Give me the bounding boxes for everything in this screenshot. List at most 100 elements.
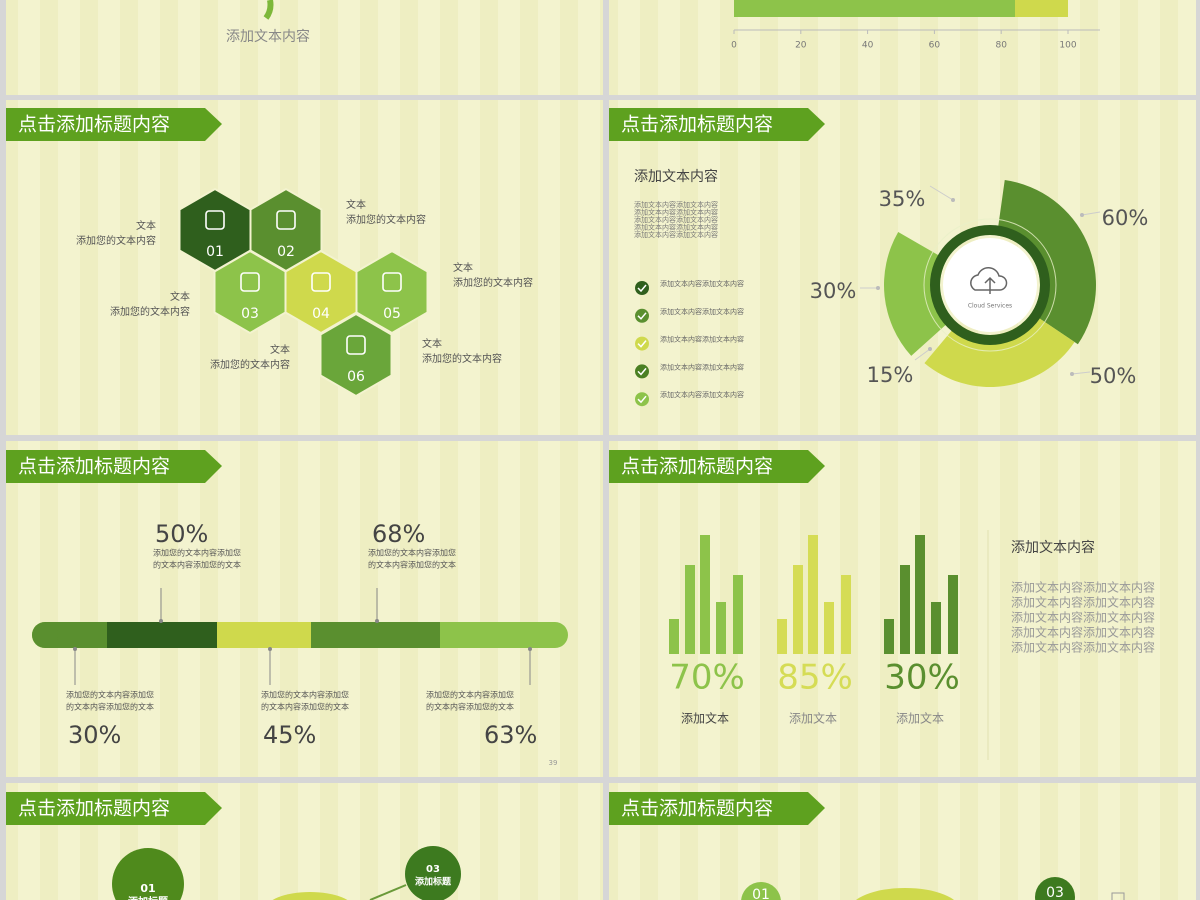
text: 68% — [372, 520, 425, 548]
text: 点击添加标题内容 — [621, 456, 773, 478]
text: 文本 — [136, 219, 156, 232]
decor-bar — [669, 619, 679, 654]
text: 的文本内容添加您的文本 — [261, 702, 349, 712]
hex-icon — [276, 210, 296, 230]
text: 添加文本内容添加文本内容 — [1011, 640, 1155, 655]
decor-bar — [685, 565, 695, 654]
text: 添加您的文本内容 — [76, 234, 156, 247]
timeline-segment — [107, 622, 217, 648]
text: 40 — [862, 41, 874, 51]
decor-bar — [808, 535, 818, 654]
decor-bar — [841, 575, 851, 654]
text: 文本 — [422, 337, 442, 350]
text: 03 — [426, 864, 440, 875]
decor-bar — [931, 602, 941, 654]
text: 01 — [140, 882, 155, 895]
text: 文本 — [270, 343, 290, 356]
check-dot — [635, 308, 649, 323]
decor-blob — [272, 892, 348, 900]
text: 文本 — [170, 290, 190, 303]
text: 添加您的文本内容 — [210, 358, 290, 371]
donut-segment — [996, 180, 1096, 345]
badge — [405, 846, 461, 900]
text: 添加您的文本内容 — [453, 276, 533, 289]
text: 30% — [884, 658, 960, 698]
pointer-dot — [375, 619, 379, 623]
text: 45% — [263, 721, 316, 749]
title-banner — [6, 792, 222, 825]
badge — [112, 848, 184, 900]
check-mark — [637, 395, 647, 404]
text: 添加文本内容添加文本内容 — [1011, 610, 1155, 625]
leader-dot — [1080, 213, 1084, 217]
text: 点击添加标题内容 — [18, 798, 170, 820]
leader-dot — [928, 347, 932, 351]
title-banner — [6, 108, 222, 141]
text: 添加文本内容添加文本内容 — [634, 208, 718, 217]
text: 点击添加标题内容 — [621, 798, 773, 820]
timeline-segment — [217, 622, 311, 648]
text: 50% — [1090, 364, 1137, 388]
text: 的文本内容添加您的文本 — [368, 560, 456, 570]
text: 添加文本内容添加文本内容 — [660, 307, 744, 316]
pointer-dot — [268, 647, 272, 651]
text: 添加您的文本内容添加您 — [368, 548, 456, 558]
text: 0 — [731, 41, 737, 51]
text: 添加您的文本内容添加您 — [261, 690, 349, 700]
decor-stroke — [263, 0, 274, 20]
text: 100 — [1059, 41, 1076, 51]
timeline-cap — [32, 622, 58, 648]
text: 添加您的文本内容添加您 — [426, 690, 514, 700]
hex-icon — [311, 272, 331, 292]
text: 15% — [867, 363, 914, 387]
text: 30% — [810, 279, 857, 303]
text: 01 — [752, 887, 770, 900]
ring — [930, 225, 1050, 345]
check-mark — [637, 367, 647, 376]
leader-dot — [951, 198, 955, 202]
text: 添加标题 — [128, 895, 169, 900]
text: 02 — [277, 244, 295, 260]
leader — [1071, 371, 1091, 375]
text: 添加您的文本内容 — [110, 305, 190, 318]
check-mark — [637, 312, 647, 320]
text: 添加您的文本内容 — [346, 213, 426, 226]
text: 添加文本内容添加文本内容 — [634, 200, 718, 209]
check-dot — [635, 392, 649, 407]
text: 80 — [995, 41, 1007, 51]
hex-icon — [205, 210, 225, 230]
hex-icon — [346, 335, 366, 355]
text: 35% — [879, 187, 926, 211]
leader-dot — [876, 286, 880, 290]
text: 04 — [312, 306, 330, 322]
leader — [1081, 211, 1101, 216]
title-banner — [609, 450, 825, 483]
text: 的文本内容添加您的文本 — [426, 702, 514, 712]
slide — [6, 441, 603, 777]
text: 添加文本内容添加文本内容 — [660, 335, 744, 344]
text: 70% — [669, 658, 745, 698]
text: 的文本内容添加您的文本 — [66, 702, 154, 712]
text: 60% — [1102, 206, 1149, 230]
decor-bar — [948, 575, 958, 654]
text: 添加文本内容添加文本内容 — [660, 390, 744, 399]
decor-bar — [793, 565, 803, 654]
text: 添加您的文本内容添加您 — [153, 548, 241, 558]
title-banner — [6, 450, 222, 483]
slide — [6, 0, 603, 95]
text: 添加文本内容添加文本内容 — [660, 279, 744, 288]
text: 85% — [777, 658, 853, 698]
text: 添加标题 — [415, 876, 452, 888]
text: 03 — [1046, 885, 1064, 900]
ring — [923, 218, 1057, 352]
decor-bar — [915, 535, 925, 654]
text: 点击添加标题内容 — [18, 456, 170, 478]
decor-bar — [777, 619, 787, 654]
text: 添加文本内容添加文本内容 — [660, 362, 744, 371]
bar-segment — [1015, 0, 1068, 17]
decor-bar — [700, 535, 710, 654]
leader-dot — [1070, 372, 1074, 376]
timeline-segment — [311, 622, 440, 648]
text: 添加文本内容添加文本内容 — [634, 223, 718, 232]
